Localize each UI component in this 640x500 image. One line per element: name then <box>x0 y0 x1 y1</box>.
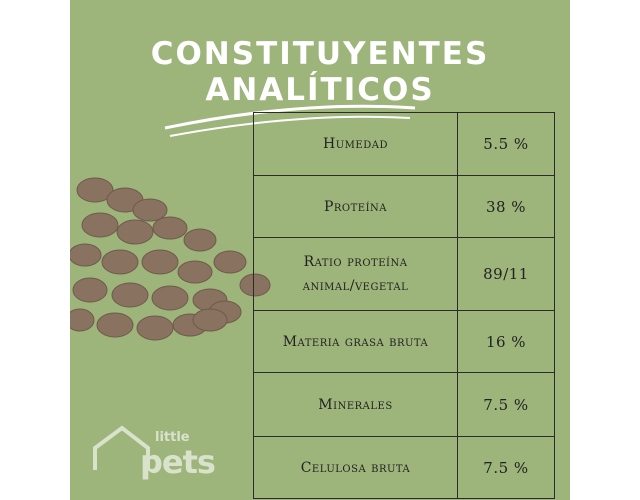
nutrient-name: Materia grasa bruta <box>253 310 458 373</box>
panel: CONSTITUYENTES ANALÍTICOS Humedad 5.5 % Pr… <box>70 0 570 500</box>
title-line: ANALÍTICOS <box>205 72 435 108</box>
table-row: Humedad 5.5 % <box>253 112 555 176</box>
nutrient-name: Ratio proteína animal/vegetal <box>253 237 458 311</box>
nutrient-name: Celulosa bruta <box>253 436 458 499</box>
table-row: Ratio proteína animal/vegetal 89/11 <box>253 237 555 311</box>
nutrient-value: 7.5 % <box>457 436 555 499</box>
table-row: Celulosa bruta 7.5 % <box>253 436 555 499</box>
logo-small: little <box>155 430 190 445</box>
nutrient-value: 5.5 % <box>457 112 555 176</box>
logo-large: pets <box>140 443 216 481</box>
nutrient-name: Proteína <box>253 175 458 238</box>
table-row: Minerales 7.5 % <box>253 372 555 437</box>
table-row: Materia grasa bruta 16 % <box>253 310 555 373</box>
nutrient-value: 89/11 <box>457 237 555 311</box>
nutrient-value: 7.5 % <box>457 372 555 437</box>
nutrient-name: Humedad <box>253 112 458 176</box>
title-line: CONSTITUYENTES <box>150 36 490 72</box>
nutrient-value: 16 % <box>457 310 555 373</box>
table-row: Proteína 38 % <box>253 175 555 238</box>
table: Humedad 5.5 % Proteína 38 % Ratio proteína a… <box>253 112 555 499</box>
nutrient-value: 38 % <box>457 175 555 238</box>
nutrient-name: Minerales <box>253 372 458 437</box>
